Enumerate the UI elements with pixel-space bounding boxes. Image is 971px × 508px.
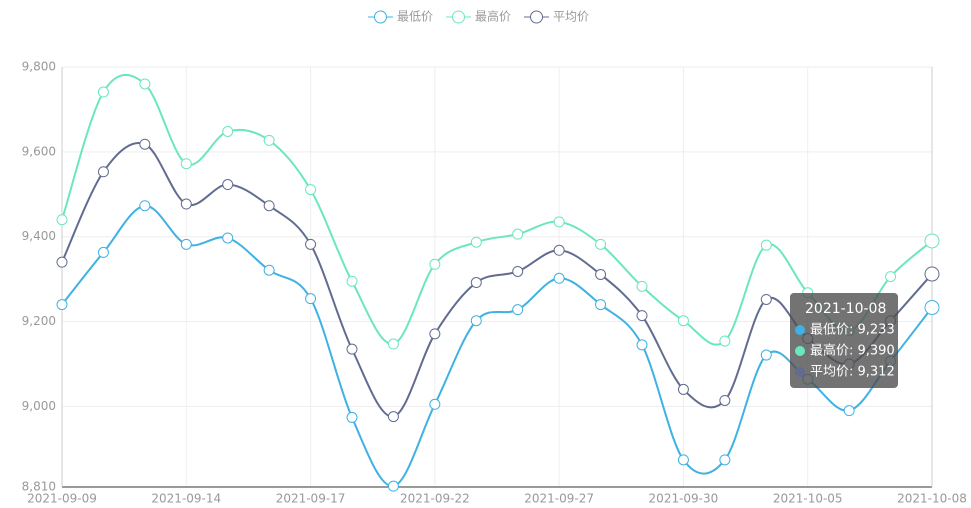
point	[180, 158, 192, 170]
x-tick-label: 2021-09-17	[276, 492, 346, 506]
point	[56, 299, 68, 311]
point	[677, 315, 689, 327]
x-tick-label: 2021-10-08	[897, 492, 967, 506]
point	[924, 300, 940, 316]
y-tick-label: 8,810	[22, 480, 56, 494]
point	[180, 198, 192, 210]
x-tick-label: 2021-09-30	[649, 492, 719, 506]
series-line	[61, 204, 933, 488]
legend-item[interactable]: 平均价	[524, 10, 589, 24]
point	[677, 383, 689, 395]
point	[760, 239, 772, 251]
y-tick-label: 9,600	[22, 144, 56, 158]
x-tick-label: 2021-09-27	[524, 492, 594, 506]
point	[387, 338, 399, 350]
legend-label: 最低价	[397, 10, 433, 24]
point	[387, 411, 399, 423]
point	[139, 138, 151, 150]
point	[512, 228, 524, 240]
tooltip-dot	[795, 346, 805, 356]
legend-label: 平均价	[553, 10, 589, 24]
point	[346, 275, 358, 287]
point	[387, 480, 399, 492]
point	[263, 200, 275, 212]
point	[97, 86, 109, 98]
point	[222, 125, 234, 137]
point	[346, 343, 358, 355]
series-line	[61, 142, 933, 418]
legend-item[interactable]: 最低价	[368, 10, 433, 24]
tooltip-dot	[795, 367, 805, 377]
point	[553, 216, 565, 228]
point	[677, 454, 689, 466]
point	[305, 293, 317, 305]
x-tick-label: 2021-10-05	[773, 492, 843, 506]
legend-icon	[530, 10, 543, 24]
point	[56, 214, 68, 226]
point	[470, 277, 482, 289]
x-tick-label: 2021-09-09	[27, 492, 97, 506]
point	[97, 246, 109, 258]
point	[924, 266, 940, 282]
point	[429, 258, 441, 270]
point	[595, 299, 607, 311]
y-tick-label: 9,200	[22, 314, 56, 328]
point	[180, 238, 192, 250]
tooltip-box	[790, 293, 898, 388]
point	[760, 293, 772, 305]
point	[636, 310, 648, 322]
point	[222, 232, 234, 244]
legend-label: 最高价	[475, 9, 511, 24]
tooltip-title: 2021-10-08	[805, 301, 886, 317]
point	[305, 184, 317, 196]
tooltip-line: 最高价: 9,390	[810, 343, 895, 359]
point	[56, 256, 68, 268]
tooltip-line: 平均价: 9,312	[810, 365, 895, 380]
legend-item[interactable]: 最高价	[446, 9, 511, 24]
point	[885, 271, 897, 283]
point	[346, 411, 358, 423]
x-tick-label: 2021-09-14	[151, 492, 221, 506]
legend-icon	[452, 10, 465, 24]
point	[553, 272, 565, 284]
tooltip-line: 最低价: 9,233	[810, 323, 895, 338]
point	[553, 244, 565, 256]
point	[97, 166, 109, 178]
point	[139, 78, 151, 90]
point	[719, 335, 731, 347]
y-tick-label: 9,000	[22, 399, 56, 413]
point	[595, 238, 607, 250]
point	[139, 200, 151, 212]
point	[595, 268, 607, 280]
point	[636, 339, 648, 351]
point	[429, 328, 441, 340]
point	[512, 304, 524, 316]
y-tick-label: 9,800	[22, 60, 56, 74]
point	[263, 134, 275, 146]
point	[512, 265, 524, 277]
legend-icon	[374, 10, 387, 24]
point	[470, 236, 482, 248]
point	[470, 315, 482, 327]
point	[263, 264, 275, 276]
point	[843, 405, 855, 417]
point	[429, 398, 441, 410]
tooltip: 2021-10-08 最低价: 9,233 最高价: 9,390 平均价: 9,312	[790, 293, 898, 388]
tooltip-dot	[795, 325, 805, 335]
y-tick-label: 9,400	[22, 229, 56, 243]
point	[924, 233, 940, 249]
point	[636, 280, 648, 292]
point	[760, 349, 772, 361]
point	[719, 394, 731, 406]
point	[222, 179, 234, 191]
point	[305, 238, 317, 250]
point	[719, 454, 731, 466]
x-tick-label: 2021-09-22	[400, 492, 470, 506]
